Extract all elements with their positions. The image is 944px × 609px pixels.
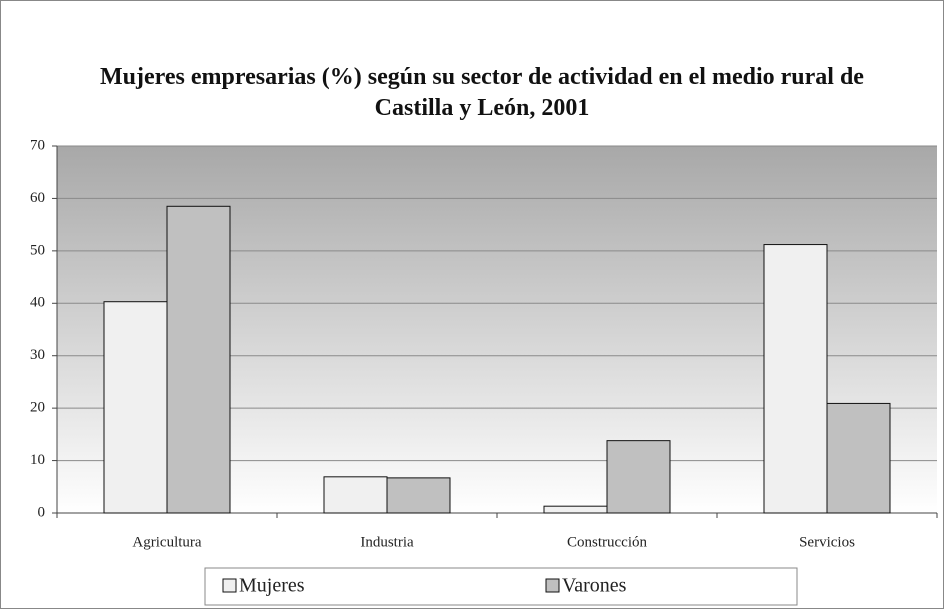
bar [543,505,608,514]
legend-label: Mujeres [239,575,305,597]
x-tick-label: Industria [360,534,414,550]
bar [386,477,451,514]
legend-swatch [222,578,237,593]
legend-label: Varones [562,575,627,597]
bar [606,440,671,514]
x-tick-label: Agricultura [132,534,201,550]
bar [323,476,388,514]
chart-title: Mujeres empresarias (%) según su sector … [100,64,864,121]
y-tick-label: 10 [30,452,45,468]
legend [204,567,798,606]
y-tick-label: 0 [38,504,46,520]
y-tick-label: 20 [30,400,45,416]
x-tick-label: Servicios [799,534,855,550]
y-tick-label: 70 [30,137,45,153]
bar [763,244,828,514]
bar [166,205,231,514]
bar [103,301,168,514]
y-tick-label: 30 [30,347,45,363]
x-tick-label: Construcción [567,534,647,550]
y-tick-label: 40 [30,295,45,311]
y-tick-label: 60 [30,190,45,206]
y-tick-label: 50 [30,242,45,258]
bar [826,402,891,514]
legend-swatch [545,578,560,593]
